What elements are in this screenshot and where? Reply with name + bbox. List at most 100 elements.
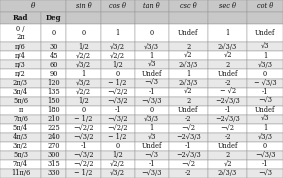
Bar [100, 24, 135, 42]
Text: -1: -1 [149, 88, 155, 96]
Text: −√2/2: −√2/2 [73, 160, 94, 168]
Text: √3/2: √3/2 [110, 169, 125, 177]
Text: Undef: Undef [142, 70, 162, 78]
Text: − √3/3: − √3/3 [254, 79, 276, 87]
Bar [208, 160, 247, 169]
Text: √2/2: √2/2 [110, 52, 125, 60]
Bar [100, 106, 135, 115]
Bar [135, 133, 169, 142]
Bar [135, 169, 169, 178]
Text: −√3/2: −√3/2 [107, 97, 128, 105]
Text: 240: 240 [47, 133, 60, 141]
Text: π/3: π/3 [15, 61, 26, 69]
Bar [135, 0, 169, 12]
Bar [169, 42, 208, 51]
Bar [135, 78, 169, 88]
Text: 1: 1 [226, 29, 230, 37]
Bar [208, 97, 247, 106]
Bar [208, 142, 247, 151]
Text: 1/2: 1/2 [112, 151, 123, 159]
Bar [0, 115, 41, 124]
Text: 0 /
2π: 0 / 2π [16, 25, 25, 41]
Text: 1/2: 1/2 [78, 43, 89, 51]
Text: 2π/3: 2π/3 [13, 79, 28, 87]
Text: −√2: −√2 [181, 124, 195, 132]
Bar [135, 106, 169, 115]
Bar [67, 124, 100, 133]
Text: −2√3/3: −2√3/3 [176, 133, 201, 141]
Text: −√3/3: −√3/3 [255, 151, 275, 159]
Text: 1: 1 [115, 29, 120, 37]
Text: -2: -2 [185, 115, 192, 123]
Bar [135, 24, 169, 42]
Bar [67, 151, 100, 160]
Bar [135, 88, 169, 97]
Bar [247, 133, 283, 142]
Bar [208, 12, 247, 24]
Bar [247, 78, 283, 88]
Text: 225: 225 [47, 124, 60, 132]
Text: −√3: −√3 [145, 151, 159, 159]
Text: 45: 45 [50, 52, 58, 60]
Bar [100, 0, 135, 12]
Text: 0: 0 [115, 70, 120, 78]
Text: π: π [18, 106, 23, 114]
Text: 5π/6: 5π/6 [13, 97, 28, 105]
Text: -1: -1 [262, 88, 268, 96]
Text: −√3/2: −√3/2 [73, 151, 94, 159]
Text: 11π/6: 11π/6 [11, 169, 30, 177]
Text: 2: 2 [226, 151, 230, 159]
Bar [0, 106, 41, 115]
Text: 5π/4: 5π/4 [13, 124, 28, 132]
Bar [247, 12, 283, 24]
Text: 0: 0 [52, 29, 56, 37]
Text: 0: 0 [82, 29, 85, 37]
Text: √3: √3 [261, 43, 269, 51]
Bar [169, 133, 208, 142]
Text: tan θ: tan θ [143, 2, 160, 10]
Bar [169, 124, 208, 133]
Bar [41, 97, 67, 106]
Bar [135, 12, 169, 24]
Text: 2√3/3: 2√3/3 [179, 61, 198, 69]
Text: π/4: π/4 [15, 52, 26, 60]
Text: √3: √3 [261, 115, 269, 123]
Bar [169, 61, 208, 69]
Text: 135: 135 [47, 88, 60, 96]
Bar [100, 124, 135, 133]
Bar [208, 151, 247, 160]
Text: −√3: −√3 [258, 169, 272, 177]
Text: − 1/2: − 1/2 [108, 133, 127, 141]
Bar [135, 115, 169, 124]
Text: −√3: −√3 [145, 79, 159, 87]
Text: Rad: Rad [13, 14, 28, 22]
Text: 1: 1 [82, 70, 86, 78]
Bar [67, 169, 100, 178]
Text: √3/3: √3/3 [144, 43, 159, 51]
Text: √2/2: √2/2 [110, 160, 125, 168]
Bar [169, 169, 208, 178]
Text: 0: 0 [263, 70, 267, 78]
Text: sec θ: sec θ [219, 2, 236, 10]
Bar [169, 24, 208, 42]
Text: −√2: −√2 [181, 160, 195, 168]
Text: Undef: Undef [178, 29, 199, 37]
Bar [0, 0, 67, 12]
Text: 0: 0 [263, 142, 267, 150]
Bar [0, 42, 41, 51]
Text: -1: -1 [149, 160, 155, 168]
Bar [169, 12, 208, 24]
Text: √2/2: √2/2 [76, 88, 91, 96]
Bar [100, 61, 135, 69]
Text: − √2: − √2 [220, 88, 236, 96]
Text: √3/2: √3/2 [110, 43, 125, 51]
Bar [247, 42, 283, 51]
Text: -1: -1 [185, 142, 192, 150]
Text: −√3: −√3 [258, 97, 272, 105]
Text: √2: √2 [184, 52, 193, 60]
Bar [208, 88, 247, 97]
Bar [169, 51, 208, 61]
Bar [41, 42, 67, 51]
Bar [0, 61, 41, 69]
Text: −√2/2: −√2/2 [73, 124, 94, 132]
